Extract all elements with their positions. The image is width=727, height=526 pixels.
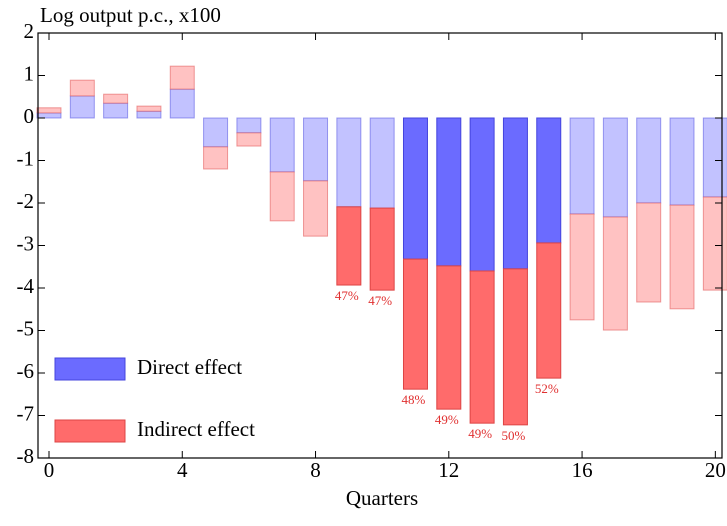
bar	[402, 258, 428, 390]
bar	[369, 207, 395, 291]
x-tick-label: 20	[705, 458, 726, 482]
bar	[269, 117, 295, 173]
bar	[69, 79, 95, 97]
bar	[169, 65, 195, 90]
bar	[569, 213, 595, 321]
x-axis-label: Quarters	[346, 486, 418, 510]
bar	[203, 146, 229, 170]
bar	[602, 117, 628, 218]
bar	[469, 270, 495, 424]
bar	[436, 265, 462, 410]
y-tick-label: -6	[17, 359, 35, 383]
bar	[569, 117, 595, 215]
bar	[236, 117, 262, 134]
bar	[402, 117, 428, 260]
bar	[303, 180, 329, 237]
y-tick-label: 1	[24, 61, 35, 85]
share-label: 49%	[435, 412, 459, 427]
bar	[103, 102, 129, 119]
share-label: 47%	[368, 293, 392, 308]
y-tick-label: -8	[17, 444, 35, 468]
bar	[236, 132, 262, 147]
bar	[702, 196, 727, 291]
y-tick-label: -1	[17, 146, 35, 170]
legend-swatch	[54, 357, 126, 381]
x-tick-label: 0	[44, 458, 55, 482]
bar	[536, 242, 562, 379]
bar	[669, 204, 695, 310]
bar	[636, 202, 662, 303]
bar	[336, 117, 362, 208]
bar	[502, 117, 528, 270]
bar	[336, 206, 362, 286]
x-tick-label: 16	[572, 458, 593, 482]
bar	[269, 171, 295, 222]
share-label: 48%	[402, 392, 426, 407]
bar	[602, 216, 628, 331]
bar	[103, 93, 129, 104]
bar	[502, 268, 528, 426]
bar	[536, 117, 562, 244]
bar	[169, 88, 195, 119]
share-label: 52%	[535, 381, 559, 396]
x-tick-label: 4	[177, 458, 188, 482]
x-tick-label: 12	[438, 458, 459, 482]
bar	[136, 110, 162, 119]
bar	[36, 112, 62, 119]
y-tick-label: 2	[24, 19, 35, 43]
bar	[69, 95, 95, 119]
share-label: 49%	[468, 426, 492, 441]
bar	[303, 117, 329, 182]
y-tick-label: -4	[17, 274, 35, 298]
bar	[436, 117, 462, 267]
share-label: 47%	[335, 288, 359, 303]
bar	[702, 117, 727, 198]
share-label: 50%	[502, 428, 526, 443]
bar	[469, 117, 495, 272]
legend-swatch	[54, 419, 126, 443]
x-tick-label: 8	[310, 458, 321, 482]
bar	[136, 105, 162, 112]
y-tick-label: -3	[17, 231, 35, 255]
bar	[36, 107, 62, 114]
bar	[636, 117, 662, 204]
y-tick-label: -7	[17, 401, 35, 425]
bar	[203, 117, 229, 148]
legend-label: Indirect effect	[137, 417, 255, 441]
y-tick-label: -2	[17, 189, 35, 213]
bar	[369, 117, 395, 209]
y-axis-label: Log output p.c., x100	[40, 3, 221, 27]
bar	[669, 117, 695, 206]
y-tick-label: -5	[17, 316, 35, 340]
y-tick-label: 0	[24, 104, 35, 128]
legend-label: Direct effect	[137, 355, 242, 379]
